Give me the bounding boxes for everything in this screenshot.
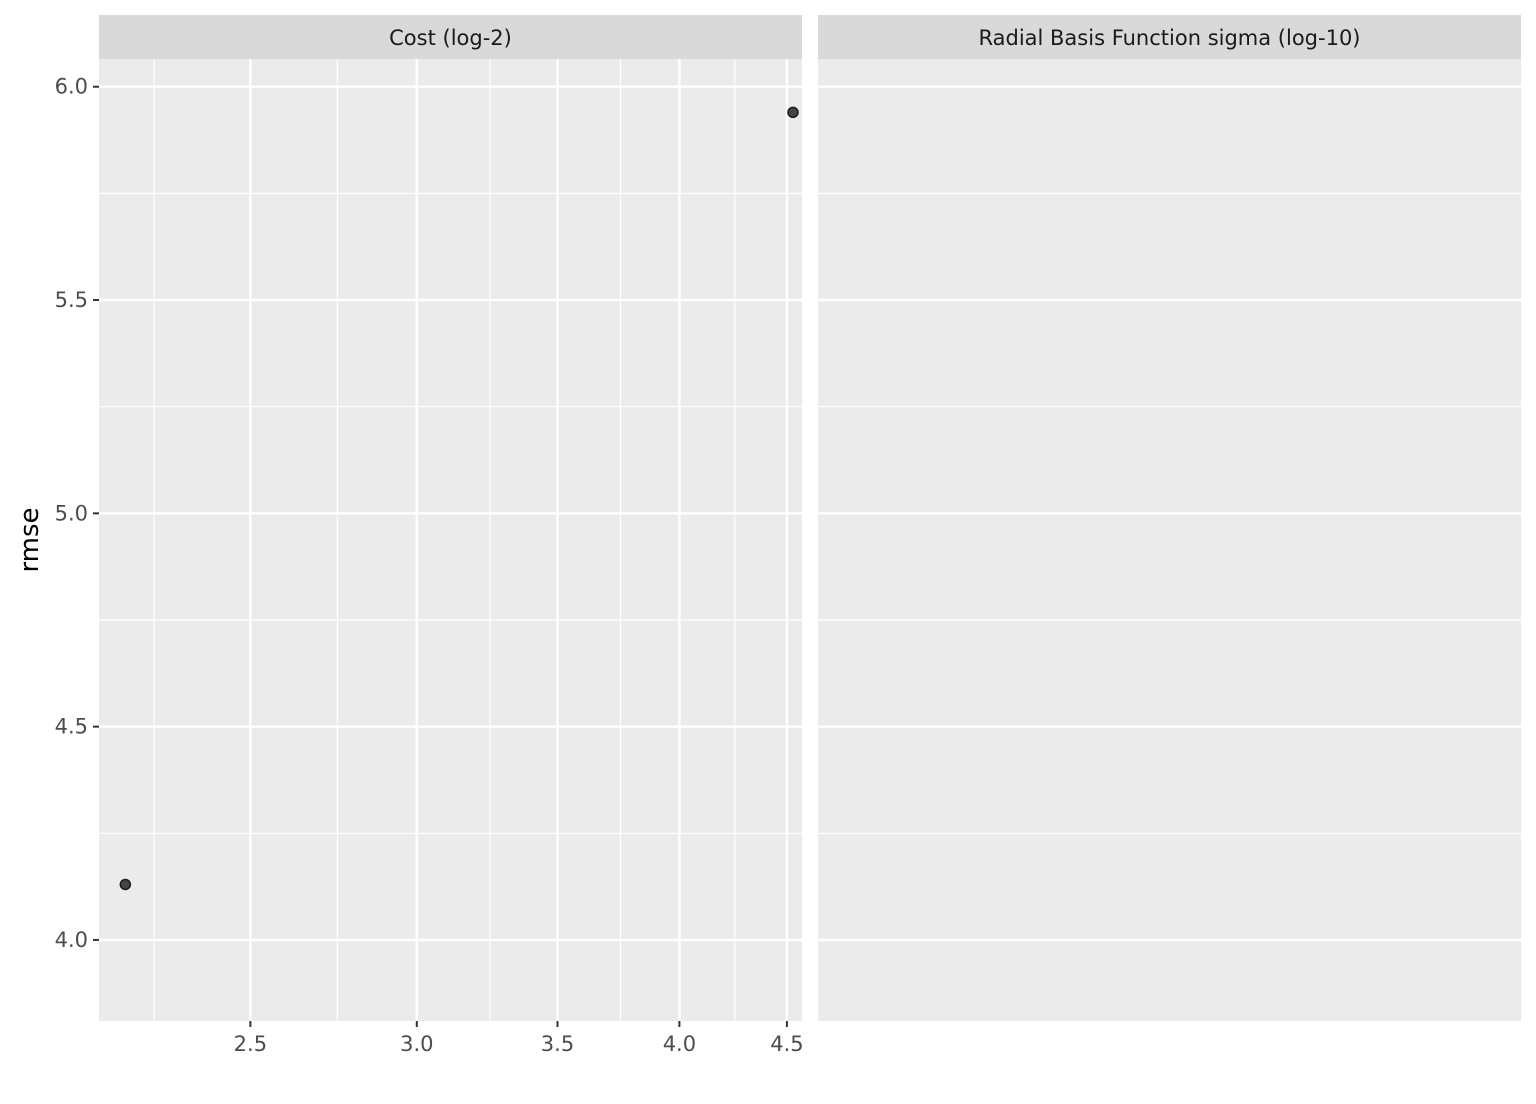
y-tick-label: 4.0 [55, 928, 88, 952]
panel-background [818, 59, 1521, 1021]
y-tick-label: 5.0 [55, 501, 88, 525]
x-tick-label: 4.5 [770, 1032, 803, 1056]
x-tick-label: 2.5 [234, 1032, 267, 1056]
facet-strip-label: Cost (log-2) [389, 26, 512, 50]
y-tick-label: 5.5 [55, 288, 88, 312]
x-tick-label: 3.0 [400, 1032, 433, 1056]
facet-strip [99, 15, 802, 59]
facet-strip-label: Radial Basis Function sigma (log-10) [978, 26, 1360, 50]
data-point [787, 106, 799, 119]
panel-background [99, 59, 802, 1021]
y-tick-label: 6.0 [55, 75, 88, 99]
x-tick-label: 4.0 [663, 1032, 696, 1056]
y-axis-title: rmse [15, 507, 45, 572]
facet-strip [818, 15, 1521, 59]
y-tick-label: 4.5 [55, 715, 88, 739]
x-tick-label: 3.5 [541, 1032, 574, 1056]
data-point [119, 878, 132, 891]
